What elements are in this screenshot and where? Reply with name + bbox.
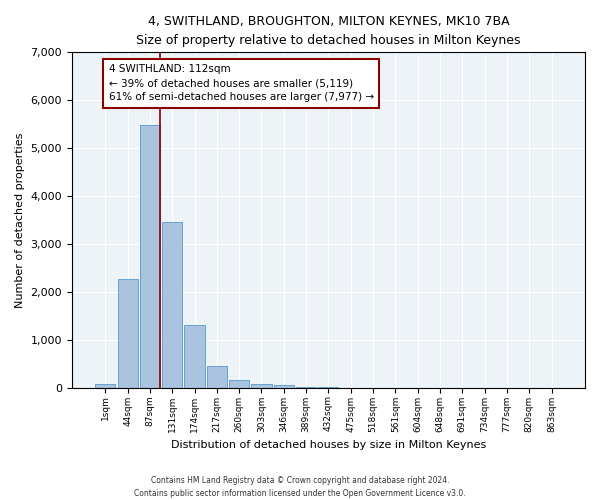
Text: Contains HM Land Registry data © Crown copyright and database right 2024.
Contai: Contains HM Land Registry data © Crown c… xyxy=(134,476,466,498)
Bar xyxy=(184,325,205,388)
Bar xyxy=(207,366,227,388)
Bar xyxy=(140,125,160,388)
Text: 4 SWITHLAND: 112sqm
← 39% of detached houses are smaller (5,119)
61% of semi-det: 4 SWITHLAND: 112sqm ← 39% of detached ho… xyxy=(109,64,374,102)
Bar xyxy=(95,384,115,388)
Title: 4, SWITHLAND, BROUGHTON, MILTON KEYNES, MK10 7BA
Size of property relative to de: 4, SWITHLAND, BROUGHTON, MILTON KEYNES, … xyxy=(136,15,521,47)
X-axis label: Distribution of detached houses by size in Milton Keynes: Distribution of detached houses by size … xyxy=(171,440,486,450)
Bar xyxy=(296,386,316,388)
Bar xyxy=(274,386,294,388)
Bar xyxy=(251,384,272,388)
Bar xyxy=(162,222,182,388)
Bar xyxy=(229,380,249,388)
Bar xyxy=(118,279,137,388)
Y-axis label: Number of detached properties: Number of detached properties xyxy=(15,132,25,308)
